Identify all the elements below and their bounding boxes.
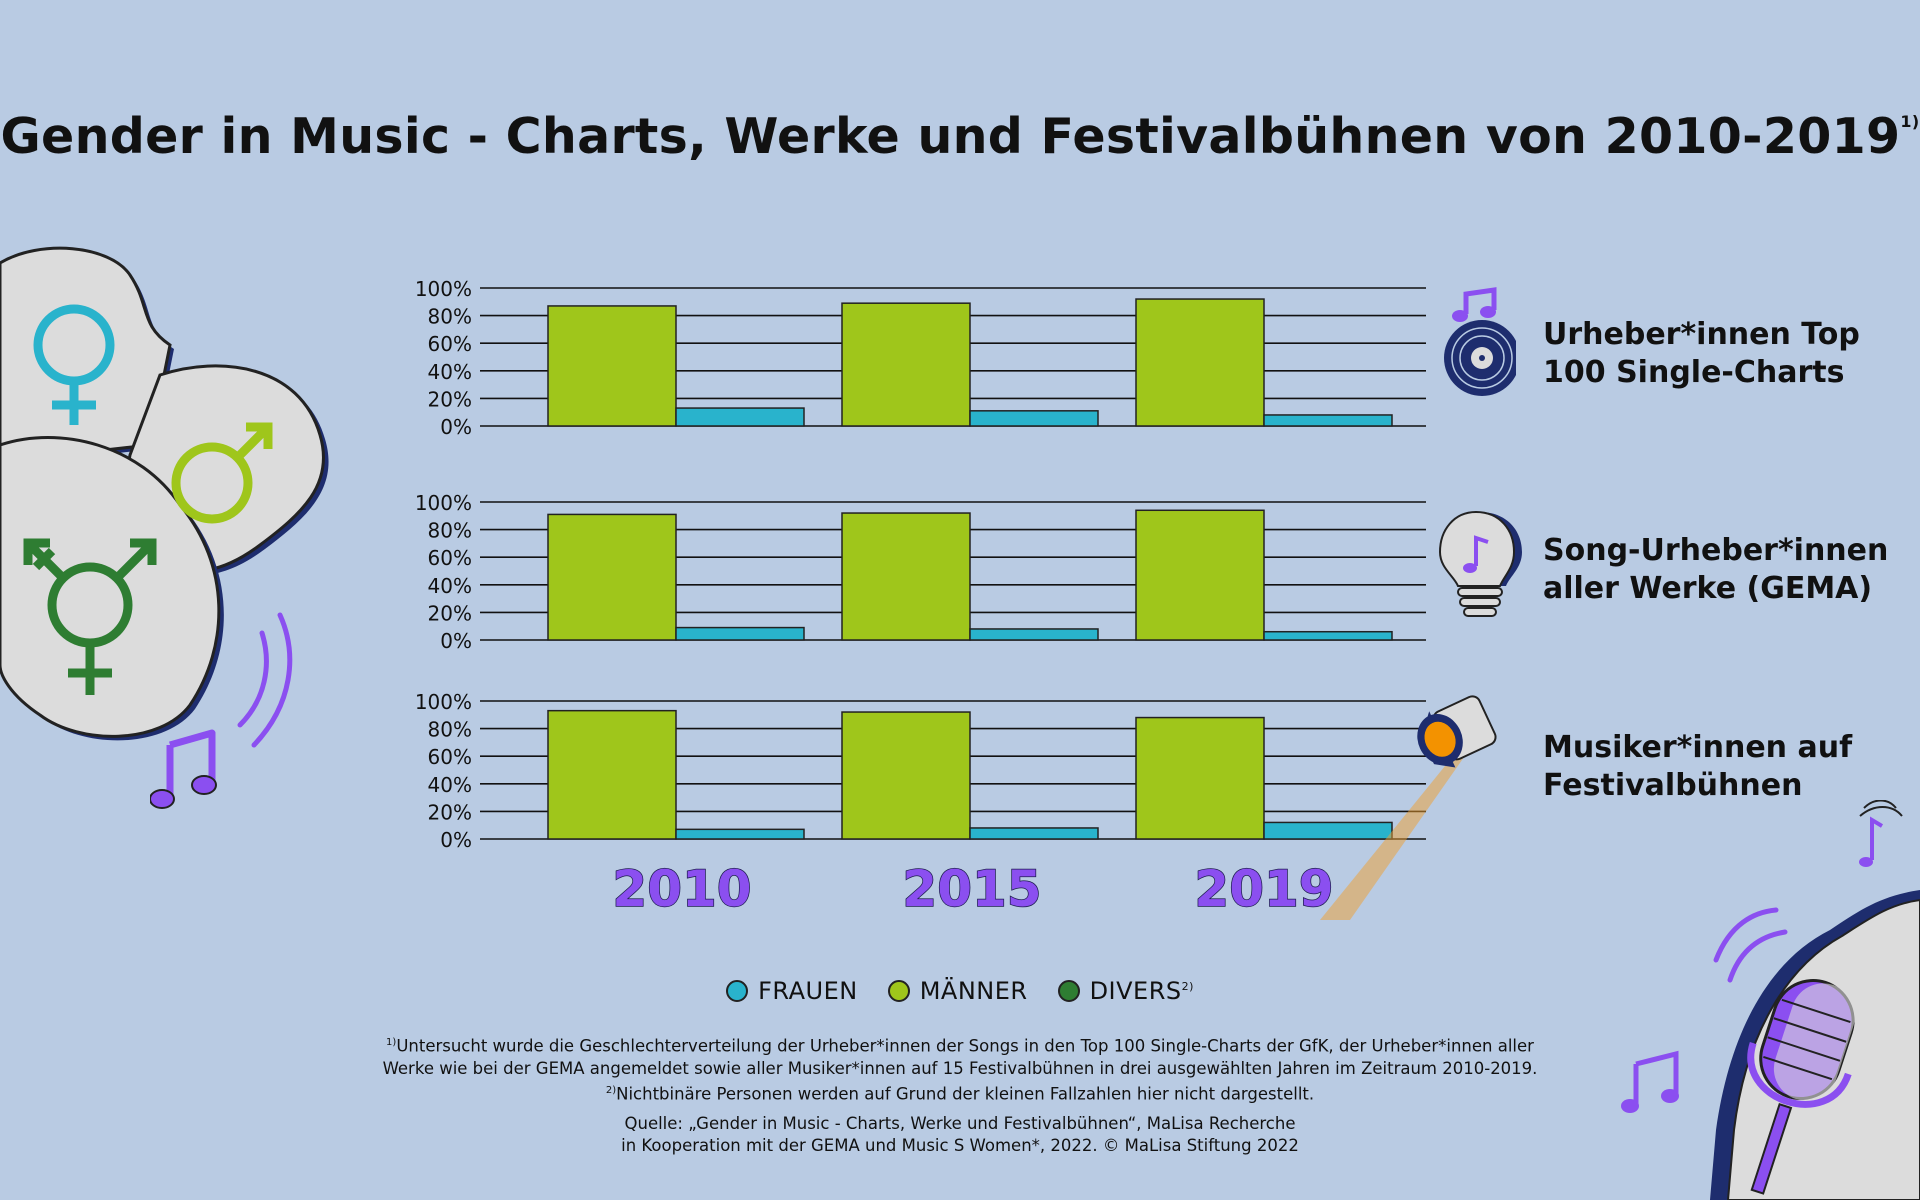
bar-maenner [547,709,677,840]
bar-maenner [547,513,677,641]
bar-maenner [1135,509,1265,641]
bar-frauen [969,410,1099,427]
male-symbol-icon [171,422,273,524]
bar-frauen [969,827,1099,840]
panel-label-charts: Urheber*innen Top 100 Single-Charts [1543,317,1860,390]
y-tick-label: 20% [428,601,472,625]
y-tick-label: 40% [428,574,472,598]
bar-frauen [969,628,1099,641]
footnote-1: 1)Untersucht wurde die Geschlechterverte… [382,1036,1538,1078]
bar-maenner [1135,716,1265,840]
gender-symbols-illustration [0,246,329,748]
y-tick-label: 60% [428,745,472,769]
legend-swatch-maenner [887,980,910,1002]
y-tick-label: 20% [428,800,472,824]
source-note: Quelle: „Gender in Music - Charts, Werke… [621,1114,1299,1155]
year-label: 2010 [612,860,751,918]
transgender-symbol-icon [23,538,157,695]
y-tick-label: 100% [415,277,472,301]
page-title: Gender in Music - Charts, Werke und Fest… [0,108,1920,165]
legend-swatch-divers [1057,980,1080,1002]
sound-wave-icon [237,612,293,748]
y-tick-label: 0% [440,629,472,653]
bar-maenner [841,711,971,840]
y-tick-label: 100% [415,690,472,714]
y-tick-label: 40% [428,360,472,384]
panel-label-gema: Song-Urheber*innen aller Werke (GEMA) [1543,533,1889,606]
title-footnote-marker: 1) [1900,112,1920,131]
legend-swatch-frauen [726,980,749,1002]
panel-label-festival: Musiker*innen auf Festivalbühnen [1543,730,1853,803]
y-tick-label: 40% [428,773,472,797]
y-tick-label: 80% [428,519,472,543]
y-tick-label: 80% [428,305,472,329]
bar-frauen [1263,630,1393,641]
light-bulb-icon [1438,510,1522,617]
bar-frauen [1263,821,1393,840]
bar-maenner [547,305,677,427]
y-tick-label: 0% [440,828,472,852]
bar-maenner [841,302,971,427]
spotlight-icon [1320,695,1497,920]
bar-maenner [841,512,971,641]
bar-frauen [675,407,805,427]
legend-item-maenner: MÄNNER [887,977,1028,1005]
female-symbol-icon [33,304,115,425]
y-tick-label: 60% [428,546,472,570]
music-note-icon [150,729,217,809]
y-tick-label: 80% [428,718,472,742]
legend-item-divers: DIVERS2) [1057,977,1194,1005]
y-tick-label: 20% [428,387,472,411]
music-note-icon [1621,1050,1679,1113]
year-label: 2019 [1194,860,1333,918]
year-label: 2015 [902,860,1041,918]
y-tick-label: 100% [415,491,472,515]
vinyl-record-icon [1444,287,1516,396]
legend-item-frauen: FRAUEN [726,977,858,1005]
y-tick-label: 0% [440,415,472,439]
bar-maenner [1135,298,1265,427]
microphone-illustration [1710,800,1920,1200]
bar-frauen [675,828,805,840]
y-tick-label: 60% [428,332,472,356]
bar-frauen [675,626,805,641]
bar-frauen [1263,414,1393,427]
footnote-2: 2)Nichtbinäre Personen werden auf Grund … [605,1084,1315,1104]
legend: FRAUEN MÄNNER DIVERS2) [0,977,1920,1005]
